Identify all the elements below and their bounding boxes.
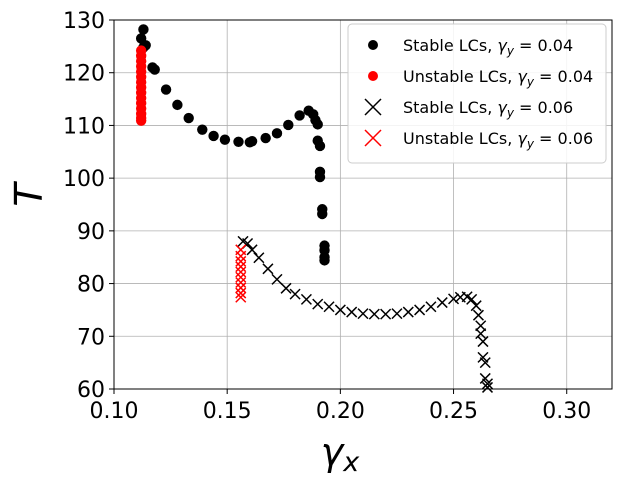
data-point (475, 328, 487, 340)
data-point (481, 378, 494, 390)
x-tick-label: 0.15 (203, 399, 252, 424)
x-axis-label: γx (321, 430, 361, 478)
data-point (235, 266, 247, 278)
data-point (246, 136, 258, 147)
data-point (197, 124, 208, 135)
legend-label: Unstable LCs, γy = 0.06 (403, 129, 593, 151)
data-point (466, 293, 478, 305)
x-tick-label: 0.20 (316, 399, 365, 424)
legend-box (347, 23, 607, 164)
data-point (481, 381, 494, 393)
legend-label: Stable LCs, γy = 0.04 (403, 36, 573, 58)
series-points (135, 24, 330, 266)
data-point (312, 119, 323, 130)
x-tick-label: 0.10 (90, 399, 139, 424)
data-point (414, 304, 426, 316)
y-tick-label: 90 (77, 220, 105, 245)
data-point (280, 282, 292, 294)
data-point (260, 132, 271, 144)
data-point (208, 130, 219, 142)
data-point (149, 64, 160, 75)
data-point (479, 357, 491, 369)
y-tick-label: 120 (63, 62, 105, 87)
data-point (283, 119, 294, 131)
data-point (314, 140, 326, 152)
data-point (183, 112, 194, 124)
data-point (472, 309, 484, 321)
data-point (271, 128, 283, 139)
series-points (235, 244, 247, 303)
x-tick-label: 0.30 (542, 399, 591, 424)
series-points (237, 235, 494, 393)
data-point (135, 115, 147, 126)
y-tick-label: 110 (63, 114, 105, 139)
y-tick-label: 70 (77, 325, 105, 350)
series-points (135, 45, 147, 126)
data-point (235, 261, 247, 273)
y-tick-label: 60 (77, 378, 105, 403)
data-point (368, 308, 380, 320)
y-tick-label: 80 (77, 273, 105, 298)
data-point (425, 301, 437, 313)
data-point (235, 287, 247, 299)
data-point (235, 271, 247, 283)
legend: Stable LCs, γy = 0.04 Unstable LCs, γy = … (347, 23, 607, 164)
legend-marker (364, 129, 382, 147)
data-point (314, 171, 326, 183)
legend-entry: Unstable LCs, γy = 0.06 (364, 129, 593, 151)
x-tick-label: 0.25 (429, 399, 478, 424)
data-point (312, 298, 324, 310)
data-point (300, 293, 312, 305)
y-tick-label: 100 (63, 167, 105, 192)
y-axis-ticks: 60 70 80 90 100 110 120 130 (63, 9, 114, 403)
legend-entry: Unstable LCs, γy = 0.04 (368, 67, 593, 89)
legend-label: Stable LCs, γy = 0.06 (403, 98, 573, 120)
data-point (289, 288, 301, 300)
data-point (172, 99, 183, 111)
data-point (160, 84, 172, 95)
legend-entry: Stable LCs, γy = 0.04 (368, 36, 573, 58)
data-point (235, 255, 247, 267)
data-point (246, 244, 258, 256)
x-axis-label-sub: x (342, 447, 360, 478)
data-point (391, 308, 403, 320)
data-point (235, 282, 247, 294)
data-point (317, 208, 328, 220)
data-point (219, 134, 231, 145)
data-point (262, 263, 274, 275)
data-point (477, 336, 489, 348)
data-point (448, 293, 460, 305)
legend-entry: Stable LCs, γy = 0.06 (364, 98, 573, 120)
data-point (357, 308, 369, 320)
data-point (323, 301, 335, 313)
data-point (319, 255, 330, 266)
legend-label: Unstable LCs, γy = 0.04 (403, 67, 593, 89)
plot-frame (113, 19, 613, 390)
data-point (334, 304, 346, 316)
x-axis-label-var: γ (321, 430, 346, 474)
data-point (271, 273, 283, 285)
y-tick-label: 130 (63, 9, 105, 34)
legend-marker (368, 71, 378, 81)
data-point (235, 250, 247, 262)
data-point (253, 252, 265, 264)
data-point (470, 300, 482, 312)
data-point (436, 297, 448, 309)
x-axis-ticks: 0.10 0.15 0.20 0.25 0.30 (90, 389, 591, 424)
data-points (135, 24, 494, 393)
data-point (380, 308, 392, 320)
data-point (138, 24, 149, 35)
data-point (294, 110, 305, 121)
data-point (235, 276, 247, 289)
data-point (475, 320, 487, 332)
legend-marker (364, 98, 382, 116)
legend-marker (368, 40, 378, 50)
data-point (233, 136, 244, 147)
data-point (346, 306, 358, 318)
y-axis-label: T (7, 181, 51, 207)
data-point (402, 306, 414, 318)
data-point (235, 291, 247, 303)
